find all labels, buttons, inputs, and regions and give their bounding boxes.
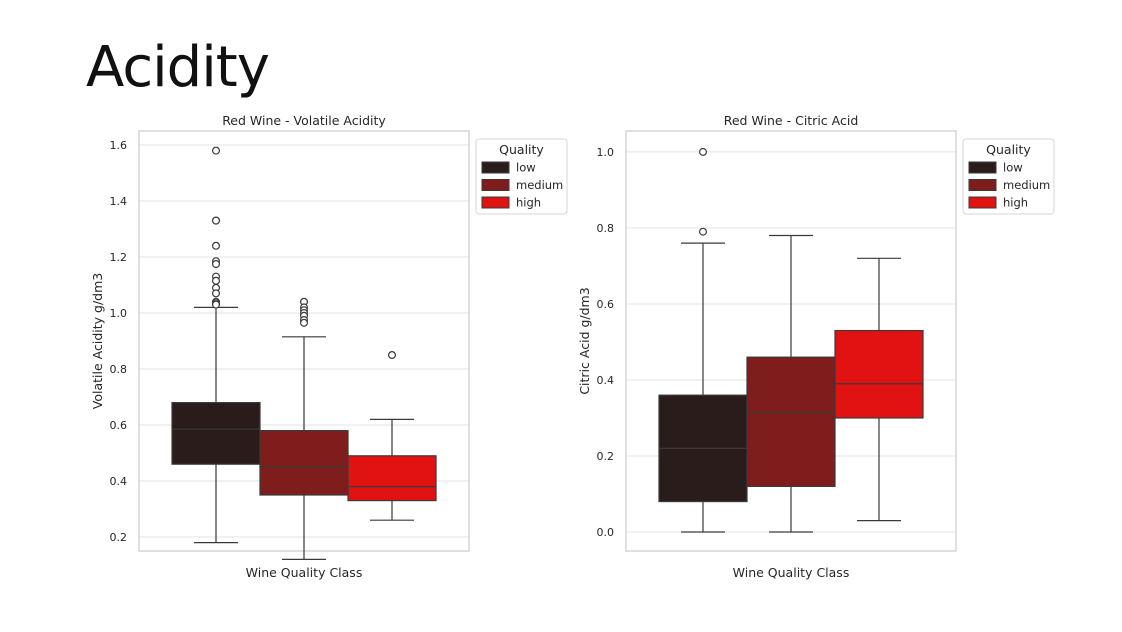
y-tick-label: 1.6 [110, 139, 128, 152]
outlier-point [212, 276, 221, 285]
y-tick-label: 1.4 [110, 195, 128, 208]
box-medium [746, 234, 836, 533]
outlier-point [212, 216, 221, 225]
legend-swatch-high [481, 196, 510, 209]
legend-label-medium: medium [516, 178, 563, 192]
box-high [834, 257, 924, 522]
box-low [171, 146, 261, 544]
y-tick-label: 0.4 [110, 475, 128, 488]
legend-label-medium: medium [1003, 178, 1050, 192]
chart-2: 0.0 0.2 0.4 0.6 0.8 1.0 Red Wine - Citric Acid… [577, 113, 1055, 580]
x-axis-label: Wine Quality Class [733, 565, 850, 580]
outlier-point [212, 241, 221, 250]
y-tick-label: 0.2 [110, 531, 128, 544]
legend-swatch-low [968, 161, 997, 174]
chart-1: 0.2 0.4 0.6 0.8 1.0 1.2 1.4 1.6 Red Wine - Volat… [90, 113, 568, 580]
y-axis-label: Citric Acid g/dm3 [577, 287, 592, 394]
x-axis-label: Wine Quality Class [246, 565, 363, 580]
y-tick-label: 0.4 [597, 374, 615, 387]
outlier-point [212, 300, 221, 309]
box-body [347, 455, 437, 502]
legend-box [962, 138, 1055, 215]
plot-frame [625, 130, 957, 552]
box-body [746, 356, 836, 487]
plot-title: Red Wine - Volatile Acidity [222, 113, 386, 128]
slide-title: Acidity [86, 35, 270, 100]
legend-swatch-low [481, 161, 510, 174]
box-high [347, 351, 437, 521]
legend-swatch-high [968, 196, 997, 209]
y-tick-label: 0.8 [597, 222, 615, 235]
outlier-point [212, 260, 221, 269]
y-tick-label: 0.2 [597, 450, 615, 463]
legend: Quality low medium high [475, 138, 568, 215]
plot-title: Red Wine - Citric Acid [724, 113, 859, 128]
y-tick-label: 1.2 [110, 251, 128, 264]
outlier-point [388, 351, 397, 360]
y-tick-label: 0.6 [110, 419, 128, 432]
y-tick-label: 0.0 [597, 526, 615, 539]
y-tick-label: 1.0 [110, 307, 128, 320]
outlier-point [212, 289, 221, 298]
legend-label-high: high [1003, 196, 1028, 210]
legend-swatch-medium [968, 179, 997, 191]
y-tick-label: 0.8 [110, 363, 128, 376]
outlier-point [300, 318, 309, 327]
outlier-point [212, 146, 221, 155]
box-body [259, 430, 349, 496]
legend-label-high: high [516, 196, 541, 210]
legend-label-low: low [516, 161, 536, 175]
box-body [834, 329, 924, 419]
outlier-point [698, 147, 707, 156]
y-tick-label: 0.6 [597, 298, 615, 311]
box-medium [259, 297, 349, 561]
y-axis-label: Volatile Acidity g/dm3 [90, 273, 105, 409]
legend-label-low: low [1003, 161, 1023, 175]
legend: Quality low medium high [962, 138, 1055, 215]
box-low [658, 147, 748, 533]
outlier-point [698, 227, 707, 236]
legend-box [475, 138, 568, 215]
legend-swatch-medium [481, 179, 510, 191]
legend-title: Quality [499, 142, 544, 157]
y-tick-label: 1.0 [597, 146, 615, 159]
box-body [171, 402, 261, 465]
legend-title: Quality [986, 142, 1031, 157]
